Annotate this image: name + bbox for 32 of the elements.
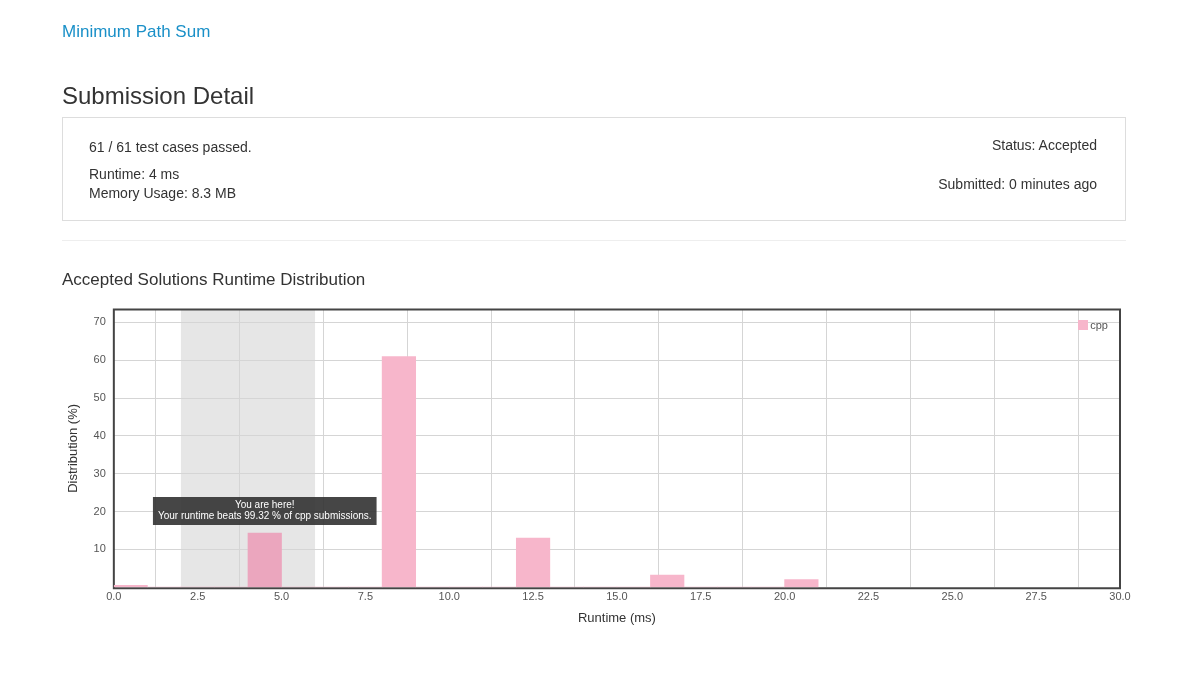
x-tick-label: 7.5 [357,589,374,602]
text: Minimum Path Sum [62,22,211,42]
x-tick-label: 25.0 [941,589,964,602]
y-tick-label: 20 [93,504,106,517]
text: Status: Accepted [991,137,1097,153]
y-tick-label: 60 [93,353,106,366]
text: 61 / 61 test cases passed. [89,139,252,155]
annotation: You are here! Your runtime beats 99.32 % of cpp submissions. [157,498,372,521]
legend-label: cpp [1089,317,1108,332]
x-tick-label: 12.5 [522,589,544,602]
y-tick-label: 10 [93,542,106,555]
x-tick-label: 5.0 [273,589,290,602]
chart-title: Accepted Solutions Runtime Distribution [62,270,366,290]
y-tick-label: 70 [93,315,106,328]
x-tick-label: 2.5 [190,589,206,602]
x-tick-label: 27.5 [1025,589,1047,602]
text: Runtime: 4 ms [89,166,180,182]
text: Memory Usage: 8.3 MB [89,185,237,201]
x-tick-label: 30.0 [1109,589,1131,602]
y-tick-label: 50 [93,391,106,404]
x-tick-label: 22.5 [857,589,880,602]
text: Submission Detail [62,82,255,110]
y-axis-title: Distribution (%) [65,403,81,493]
y-tick-label: 30 [93,466,106,479]
x-axis-title: Runtime (ms) [577,609,656,625]
text: Submitted: 0 minutes ago [938,176,1097,192]
x-tick-label: 15.0 [606,589,628,602]
x-tick-label: 0.0 [106,589,122,602]
x-tick-label: 17.5 [690,589,712,602]
y-tick-label: 40 [93,428,106,441]
x-tick-label: 20.0 [773,589,796,602]
x-tick-label: 10.0 [438,589,460,602]
